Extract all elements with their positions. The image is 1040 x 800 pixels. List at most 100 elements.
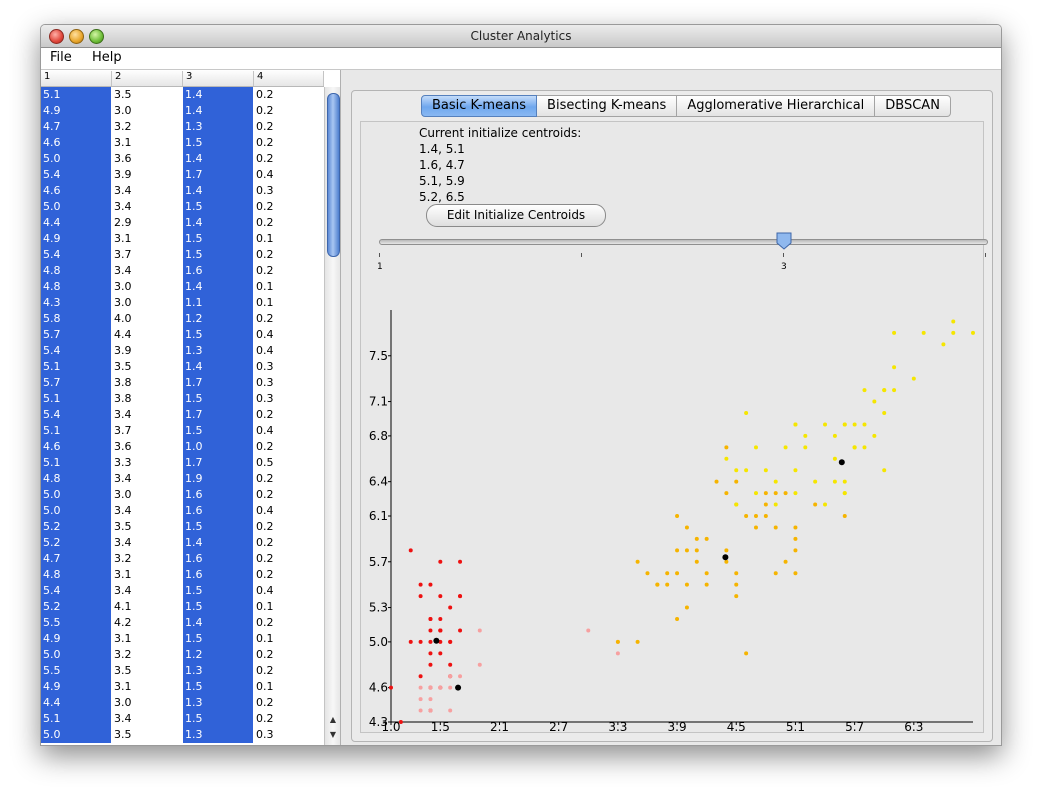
table-cell[interactable]: 1.6 xyxy=(183,567,253,583)
table-cell[interactable]: 0.1 xyxy=(256,280,274,293)
table-cell[interactable]: 3.5 xyxy=(114,664,132,677)
table-cell[interactable]: 4.2 xyxy=(114,616,132,629)
table-cell[interactable]: 4.9 xyxy=(41,231,111,247)
table-cell[interactable]: 5.1 xyxy=(41,359,111,375)
table-cell[interactable]: 0.3 xyxy=(256,360,274,373)
table-cell[interactable]: 0.2 xyxy=(256,248,274,261)
table-cell[interactable]: 1.7 xyxy=(183,455,253,471)
table-cell[interactable]: 3.6 xyxy=(114,440,132,453)
table-row[interactable]: 4.8 3.0 1.4 0.1 xyxy=(41,279,324,295)
table-cell[interactable]: 0.3 xyxy=(256,376,274,389)
table-cell[interactable]: 1.4 xyxy=(183,103,253,119)
table-cell[interactable]: 0.2 xyxy=(256,616,274,629)
table-cell[interactable]: 0.4 xyxy=(256,504,274,517)
table-row[interactable]: 5.1 3.7 1.5 0.4 xyxy=(41,423,324,439)
table-cell[interactable]: 3.4 xyxy=(114,264,132,277)
table-row[interactable]: 4.9 3.0 1.4 0.2 xyxy=(41,103,324,119)
table-cell[interactable]: 3.9 xyxy=(114,168,132,181)
table-cell[interactable]: 4.8 xyxy=(41,279,111,295)
table-cell[interactable]: 1.4 xyxy=(183,215,253,231)
table-row[interactable]: 5.1 3.8 1.5 0.3 xyxy=(41,391,324,407)
table-cell[interactable]: 5.2 xyxy=(41,535,111,551)
table-cell[interactable]: 1.4 xyxy=(183,87,253,103)
table-row[interactable]: 5.4 3.9 1.7 0.4 xyxy=(41,167,324,183)
scroll-up-arrow-icon[interactable]: ▲ xyxy=(329,715,337,724)
table-cell[interactable]: 5.1 xyxy=(41,87,111,103)
table-cell[interactable]: 1.5 xyxy=(183,599,253,615)
table-row[interactable]: 4.6 3.4 1.4 0.3 xyxy=(41,183,324,199)
table-cell[interactable]: 3.1 xyxy=(114,632,132,645)
column-header[interactable]: 3 xyxy=(183,71,254,86)
table-row[interactable]: 5.1 3.3 1.7 0.5 xyxy=(41,455,324,471)
table-cell[interactable]: 0.2 xyxy=(256,536,274,549)
table-row[interactable]: 4.9 3.1 1.5 0.1 xyxy=(41,631,324,647)
table-row[interactable]: 5.4 3.7 1.5 0.2 xyxy=(41,247,324,263)
column-header[interactable]: 4 xyxy=(254,71,324,86)
tab-bisecting-kmeans[interactable]: Bisecting K-means xyxy=(537,95,678,117)
table-cell[interactable]: 5.1 xyxy=(41,391,111,407)
table-cell[interactable]: 2.9 xyxy=(114,216,132,229)
table-row[interactable]: 5.5 3.5 1.3 0.2 xyxy=(41,663,324,679)
table-cell[interactable]: 1.4 xyxy=(183,359,253,375)
table-row[interactable]: 4.9 3.1 1.5 0.1 xyxy=(41,679,324,695)
table-cell[interactable]: 5.2 xyxy=(41,599,111,615)
table-cell[interactable]: 3.9 xyxy=(114,344,132,357)
table-cell[interactable]: 5.0 xyxy=(41,151,111,167)
table-cell[interactable]: 1.6 xyxy=(183,263,253,279)
table-cell[interactable]: 0.2 xyxy=(256,120,274,133)
table-row[interactable]: 5.0 3.4 1.6 0.4 xyxy=(41,503,324,519)
table-cell[interactable]: 3.4 xyxy=(114,408,132,421)
table-cell[interactable]: 0.3 xyxy=(256,728,274,741)
table-cell[interactable]: 3.5 xyxy=(114,360,132,373)
table-cell[interactable]: 5.5 xyxy=(41,663,111,679)
table-row[interactable]: 5.0 3.5 1.3 0.3 xyxy=(41,727,324,743)
table-cell[interactable]: 0.4 xyxy=(256,424,274,437)
table-row[interactable]: 5.7 4.4 1.5 0.4 xyxy=(41,327,324,343)
table-cell[interactable]: 1.5 xyxy=(183,711,253,727)
table-cell[interactable]: 4.8 xyxy=(41,567,111,583)
table-cell[interactable]: 3.7 xyxy=(114,424,132,437)
minimize-window-button[interactable] xyxy=(69,29,84,44)
table-cell[interactable]: 5.4 xyxy=(41,407,111,423)
table-cell[interactable]: 1.2 xyxy=(183,311,253,327)
table-cell[interactable]: 1.0 xyxy=(183,439,253,455)
table-cell[interactable]: 3.4 xyxy=(114,584,132,597)
table-cell[interactable]: 1.5 xyxy=(183,231,253,247)
column-header[interactable]: 2 xyxy=(112,71,183,86)
table-cell[interactable]: 5.1 xyxy=(41,455,111,471)
table-row[interactable]: 4.9 3.1 1.5 0.1 xyxy=(41,231,324,247)
table-cell[interactable]: 3.4 xyxy=(114,712,132,725)
table-cell[interactable]: 0.4 xyxy=(256,584,274,597)
table-cell[interactable]: 1.4 xyxy=(183,151,253,167)
table-row[interactable]: 5.5 4.2 1.4 0.2 xyxy=(41,615,324,631)
table-cell[interactable]: 5.4 xyxy=(41,343,111,359)
table-cell[interactable]: 0.1 xyxy=(256,632,274,645)
table-cell[interactable]: 5.7 xyxy=(41,327,111,343)
table-cell[interactable]: 0.2 xyxy=(256,440,274,453)
table-cell[interactable]: 1.7 xyxy=(183,407,253,423)
table-row[interactable]: 5.2 3.4 1.4 0.2 xyxy=(41,535,324,551)
table-cell[interactable]: 3.0 xyxy=(114,280,132,293)
table-cell[interactable]: 3.0 xyxy=(114,696,132,709)
scroll-down-arrow-icon[interactable]: ▼ xyxy=(329,730,337,739)
tab-basic-kmeans[interactable]: Basic K-means xyxy=(421,95,538,117)
table-cell[interactable]: 1.5 xyxy=(183,135,253,151)
table-cell[interactable]: 0.2 xyxy=(256,520,274,533)
table-cell[interactable]: 1.3 xyxy=(183,727,253,743)
table-cell[interactable]: 3.5 xyxy=(114,728,132,741)
table-cell[interactable]: 4.1 xyxy=(114,600,132,613)
table-cell[interactable]: 3.2 xyxy=(114,120,132,133)
table-row[interactable]: 5.4 3.4 1.5 0.4 xyxy=(41,583,324,599)
table-row[interactable]: 5.0 3.6 1.4 0.2 xyxy=(41,151,324,167)
table-cell[interactable]: 1.5 xyxy=(183,423,253,439)
table-row[interactable]: 5.7 3.8 1.7 0.3 xyxy=(41,375,324,391)
table-row[interactable]: 4.6 3.1 1.5 0.2 xyxy=(41,135,324,151)
table-cell[interactable]: 1.4 xyxy=(183,615,253,631)
table-cell[interactable]: 4.9 xyxy=(41,679,111,695)
table-cell[interactable]: 0.2 xyxy=(256,552,274,565)
table-cell[interactable]: 1.3 xyxy=(183,119,253,135)
table-cell[interactable]: 3.8 xyxy=(114,392,132,405)
table-cell[interactable]: 4.4 xyxy=(114,328,132,341)
table-cell[interactable]: 4.7 xyxy=(41,551,111,567)
table-cell[interactable]: 1.4 xyxy=(183,279,253,295)
